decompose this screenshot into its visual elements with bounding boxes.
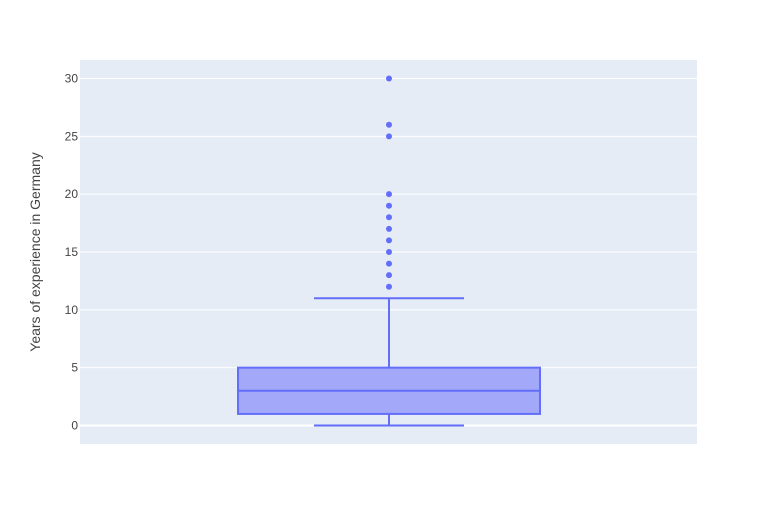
y-axis-ticks: 0 5 10 15 20 25 30: [65, 72, 79, 433]
outlier-point: [386, 260, 392, 267]
box-trace: [237, 297, 541, 427]
outlier-point: [386, 121, 392, 128]
outlier-point: [386, 249, 392, 255]
outlier-point: [386, 214, 392, 221]
y-axis-title: Years of experience in Germany: [27, 152, 43, 351]
outlier-point: [386, 191, 392, 198]
outlier-point: [386, 225, 392, 232]
y-tick-label: 5: [71, 361, 78, 375]
outlier-point: [386, 283, 392, 290]
outlier-points: [386, 75, 392, 290]
y-tick-label: 15: [65, 245, 79, 259]
outlier-point: [386, 272, 392, 279]
y-tick-label: 0: [71, 418, 78, 432]
outlier-point: [386, 75, 392, 82]
y-tick-label: 10: [65, 303, 79, 317]
outlier-point: [386, 237, 392, 244]
y-tick-label: 20: [65, 187, 79, 201]
outlier-point: [386, 202, 392, 209]
y-tick-label: 30: [65, 72, 79, 86]
outlier-point: [386, 133, 392, 140]
y-tick-label: 25: [65, 129, 79, 143]
